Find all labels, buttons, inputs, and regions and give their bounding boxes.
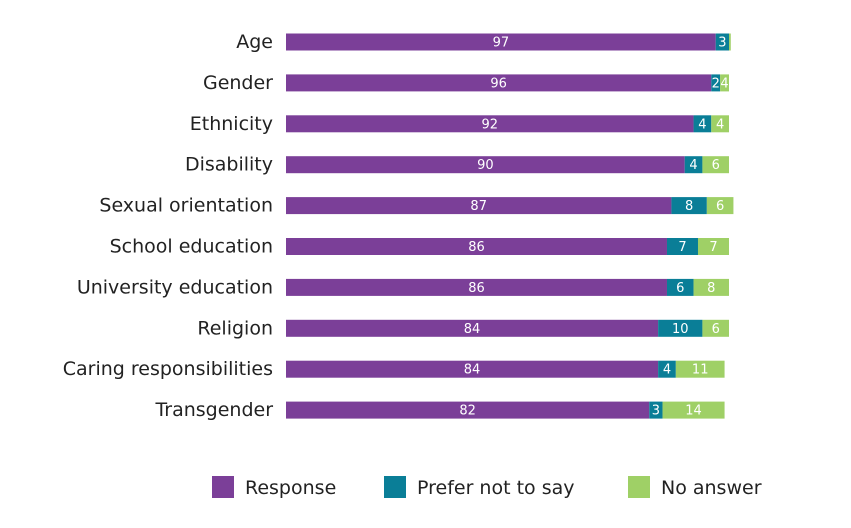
data-label-no-answer: 11 <box>692 363 709 378</box>
data-label-prefer-not-to-say: 10 <box>672 322 689 337</box>
bar-segment-prefer-not-to-say <box>649 401 663 419</box>
bar-segment-response <box>286 238 667 255</box>
bar-row-university-education: University education 86 6 8 <box>77 276 729 298</box>
legend-label: Prefer not to say <box>417 477 575 499</box>
bar-segment-no-answer <box>697 238 729 255</box>
bar-segment-no-answer <box>706 197 734 215</box>
data-label-no-answer: 14 <box>685 404 702 419</box>
bar-row-sexual-orientation: Sexual orientation 87 8 6 <box>99 195 734 217</box>
bar-segment-no-answer <box>729 33 731 51</box>
bar-row-gender: Gender 96 2 4 <box>203 72 729 94</box>
bar-segment-prefer-not-to-say <box>671 197 707 215</box>
data-label-response: 86 <box>468 281 485 296</box>
bar-row-age: Age 97 3 <box>236 31 731 53</box>
bar-segment-no-answer <box>720 74 729 92</box>
bar-segment-no-answer <box>702 319 729 337</box>
bar-segment-no-answer <box>662 401 725 419</box>
data-label-response: 84 <box>464 363 481 378</box>
legend: Response Prefer not to say No answer <box>212 476 762 499</box>
legend-swatch <box>384 476 406 498</box>
data-label-response: 84 <box>464 322 481 337</box>
bar-segment-response <box>286 319 659 337</box>
bar-row-transgender: Transgender 82 3 14 <box>154 399 725 421</box>
bar-segment-response <box>286 360 659 378</box>
category-label: Religion <box>197 317 273 339</box>
bar-segment-no-answer <box>675 360 725 378</box>
data-label-no-answer: 6 <box>712 158 720 173</box>
bar-segment-prefer-not-to-say <box>666 278 694 296</box>
bar-segment-no-answer <box>702 156 729 174</box>
category-label: Gender <box>203 72 273 94</box>
data-label-prefer-not-to-say: 6 <box>676 281 684 296</box>
data-label-prefer-not-to-say: 2 <box>712 76 720 91</box>
bar-segment-prefer-not-to-say <box>711 74 721 92</box>
bar-segment-no-answer <box>693 278 729 296</box>
category-label: Ethnicity <box>190 113 273 135</box>
legend-item-no-answer: No answer <box>628 476 762 499</box>
category-label: University education <box>77 276 273 298</box>
category-label: Transgender <box>154 399 273 421</box>
data-label-response: 96 <box>490 76 507 91</box>
category-label: School education <box>110 236 273 258</box>
data-label-prefer-not-to-say: 8 <box>685 199 693 214</box>
data-label-response: 97 <box>493 36 510 51</box>
bar-segment-response <box>286 33 716 51</box>
bar-segment-prefer-not-to-say <box>658 319 703 337</box>
bar-segment-prefer-not-to-say <box>693 115 712 133</box>
legend-item-prefer-not-to-say: Prefer not to say <box>384 476 575 499</box>
bar-segment-prefer-not-to-say <box>684 156 703 174</box>
data-label-response: 90 <box>477 158 494 173</box>
legend-item-response: Response <box>212 476 336 499</box>
data-label-no-answer: 6 <box>716 199 724 214</box>
bar-segment-response <box>286 401 650 419</box>
bar-segment-response <box>286 278 667 296</box>
data-label-no-answer: 4 <box>720 76 728 91</box>
data-label-no-answer: 4 <box>716 117 724 132</box>
data-label-prefer-not-to-say: 4 <box>698 117 706 132</box>
bar-segment-no-answer <box>711 115 729 133</box>
bar-segment-prefer-not-to-say <box>658 360 676 378</box>
data-label-response: 87 <box>470 199 487 214</box>
category-label: Age <box>236 31 273 53</box>
legend-swatch <box>212 476 234 498</box>
legend-swatch <box>628 476 650 498</box>
bar-row-caring-responsibilities: Caring responsibilities 84 4 11 <box>63 358 725 380</box>
bar-row-disability: Disability 90 4 6 <box>185 154 729 176</box>
data-label-prefer-not-to-say: 4 <box>689 158 697 173</box>
data-label-no-answer: 6 <box>712 322 720 337</box>
legend-label: No answer <box>661 477 762 499</box>
bar-segment-response <box>286 156 685 174</box>
legend-label: Response <box>245 477 336 499</box>
data-label-response: 92 <box>482 117 499 132</box>
data-label-prefer-not-to-say: 3 <box>652 404 660 419</box>
category-label: Caring responsibilities <box>63 358 273 380</box>
data-label-prefer-not-to-say: 3 <box>718 36 726 51</box>
category-label: Sexual orientation <box>99 195 273 217</box>
data-label-no-answer: 7 <box>709 240 717 255</box>
bar-row-religion: Religion 84 10 6 <box>197 317 729 339</box>
bar-segment-response <box>286 197 672 215</box>
data-label-response: 82 <box>459 404 476 419</box>
bar-segment-prefer-not-to-say <box>666 238 698 255</box>
data-label-prefer-not-to-say: 4 <box>663 363 671 378</box>
category-label: Disability <box>185 154 273 176</box>
bar-segment-response <box>286 74 712 92</box>
bar-row-school-education: School education 86 7 7 <box>110 236 729 258</box>
data-label-prefer-not-to-say: 7 <box>678 240 686 255</box>
bar-segment-prefer-not-to-say <box>715 33 729 51</box>
data-label-no-answer: 8 <box>707 281 715 296</box>
bar-row-ethnicity: Ethnicity 92 4 4 <box>190 113 729 135</box>
data-label-response: 86 <box>468 240 485 255</box>
bar-segment-response <box>286 115 694 133</box>
